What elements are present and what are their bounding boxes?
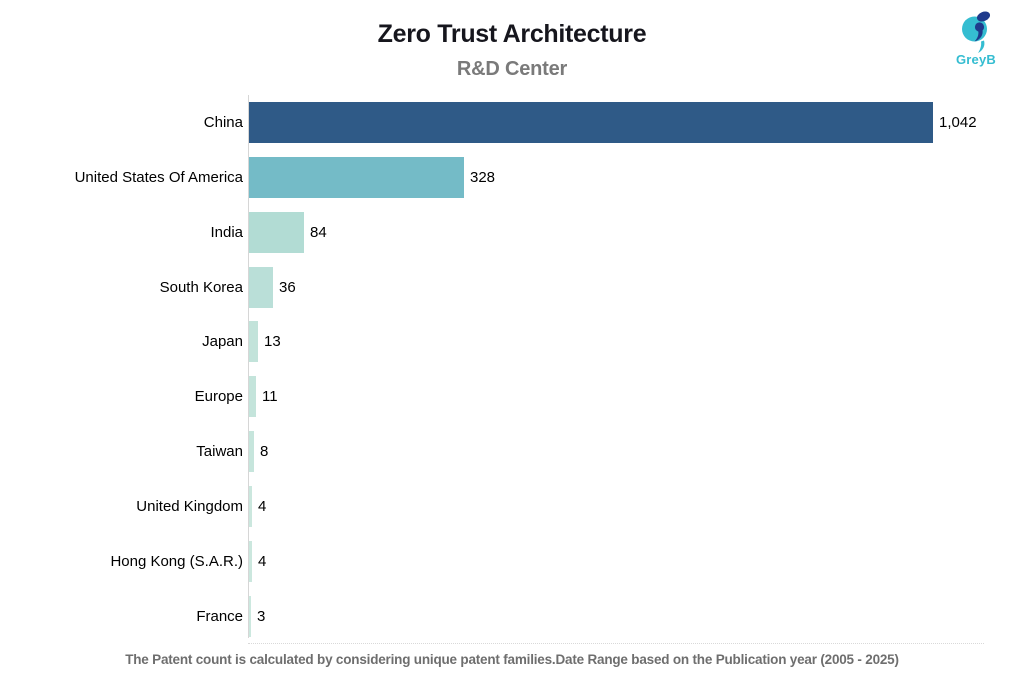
category-label: United Kingdom: [136, 497, 243, 515]
category-label: India: [210, 223, 243, 241]
bar-row: Europe 11: [0, 369, 1024, 424]
bar: [249, 431, 254, 473]
value-label: 3: [257, 607, 266, 625]
category-label: Japan: [202, 333, 243, 351]
value-label: 4: [258, 497, 267, 515]
bar: [249, 266, 273, 308]
value-label: 328: [470, 168, 496, 186]
value-label: 13: [264, 333, 281, 351]
bar-row: United Kingdom 4: [0, 479, 1024, 534]
category-label: United States Of America: [74, 168, 243, 186]
value-label: 84: [310, 223, 327, 241]
footer-note: The Patent count is calculated by consid…: [125, 652, 899, 667]
x-axis-baseline: [248, 643, 984, 644]
chart-subtitle: R&D Center: [456, 58, 568, 80]
bar-chart-plot: China 1,042 United States Of America 328 Ind…: [0, 95, 1024, 644]
category-label: China: [203, 114, 243, 131]
bar-row: Japan 13: [0, 314, 1024, 369]
bar-row: South Korea 36: [0, 260, 1024, 315]
greyb-logo: GreyB: [946, 8, 1006, 68]
value-label: 4: [258, 552, 267, 570]
bar: [249, 211, 304, 253]
bar: [249, 485, 252, 527]
bar: [249, 321, 258, 363]
value-label: 36: [279, 278, 296, 296]
value-label: 1,042: [939, 114, 977, 131]
bar-row: China 1,042: [0, 95, 1024, 150]
bar: [249, 595, 251, 637]
bar-row: Taiwan 8: [0, 424, 1024, 479]
bar-row: France 3: [0, 589, 1024, 644]
greyb-logo-text: GreyB: [955, 52, 997, 67]
bar: [249, 376, 256, 418]
category-label: South Korea: [159, 278, 243, 296]
greyb-logo-icon: [946, 8, 1006, 54]
value-label: 8: [260, 443, 269, 461]
bar-row: United States Of America 328: [0, 150, 1024, 205]
y-axis-line: [248, 95, 249, 638]
category-label: Europe: [194, 388, 243, 406]
value-label: 11: [262, 388, 278, 406]
bar-row: Hong Kong (S.A.R.) 4: [0, 534, 1024, 589]
bar: [249, 540, 252, 582]
chart-title: Zero Trust Architecture: [377, 20, 647, 48]
bar-row: India 84: [0, 205, 1024, 260]
category-label: Hong Kong (S.A.R.): [110, 552, 243, 570]
bar: [249, 156, 464, 198]
category-label: Taiwan: [196, 443, 243, 461]
category-label: France: [196, 607, 243, 625]
bar: [249, 102, 933, 143]
